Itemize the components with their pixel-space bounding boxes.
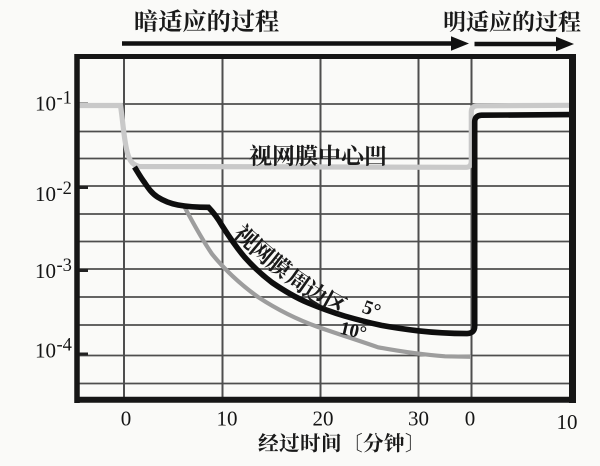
svg-text:20: 20 bbox=[313, 407, 334, 431]
svg-text:10: 10 bbox=[35, 182, 56, 206]
svg-text:-3: -3 bbox=[57, 256, 72, 276]
svg-text:10: 10 bbox=[35, 259, 56, 283]
svg-text:10: 10 bbox=[35, 92, 56, 116]
svg-text:-1: -1 bbox=[57, 89, 72, 109]
svg-text:30: 30 bbox=[408, 407, 429, 431]
svg-text:10: 10 bbox=[557, 410, 578, 434]
svg-text:-2: -2 bbox=[57, 179, 72, 199]
svg-text:0: 0 bbox=[465, 407, 476, 431]
svg-text:0: 0 bbox=[121, 407, 132, 431]
svg-text:10: 10 bbox=[217, 407, 238, 431]
svg-text:-4: -4 bbox=[57, 336, 72, 356]
svg-text:10: 10 bbox=[35, 339, 56, 363]
